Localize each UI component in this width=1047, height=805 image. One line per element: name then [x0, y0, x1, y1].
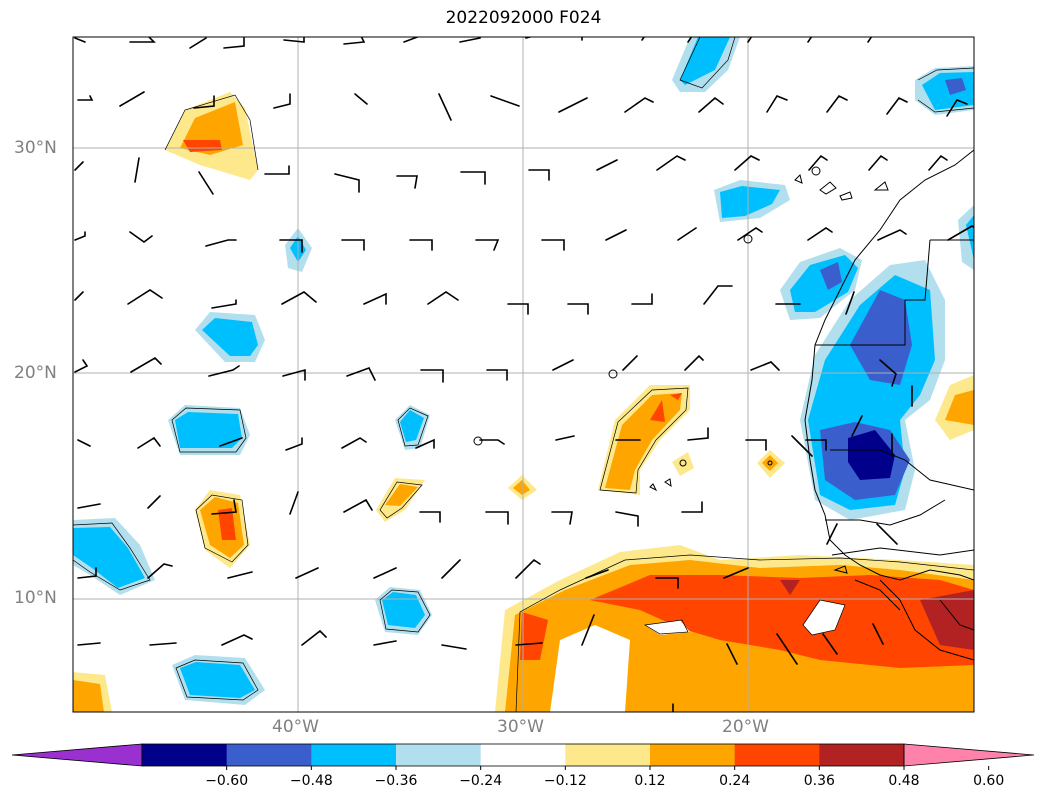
- colorbar-tick-label: −0.48: [289, 773, 333, 789]
- colorbar-tick-label: −0.24: [459, 773, 503, 789]
- colorbar-tick-label: −0.60: [205, 773, 249, 789]
- colorbar-tick-label: 0.36: [803, 773, 835, 789]
- colorbar-segment: [650, 744, 736, 766]
- field-contours: [73, 37, 974, 712]
- map-frame: [72, 36, 975, 713]
- lon-label-20w: 20°W: [722, 717, 769, 737]
- colorbar-extend-low: [11, 743, 143, 767]
- colorbar-segment: [142, 744, 228, 766]
- colorbar-tick-label: 0.48: [888, 773, 920, 789]
- lat-label-30n: 30°N: [14, 138, 57, 158]
- colorbar-segment: [565, 744, 651, 766]
- colorbar-tick-label: −0.36: [374, 773, 418, 789]
- colorbar-segment: [819, 744, 905, 766]
- colorbar-tick-label: 0.12: [634, 773, 666, 789]
- lon-label-30w: 30°W: [497, 717, 544, 737]
- colorbar-segment: [226, 744, 312, 766]
- colorbar-tick-label: 0.24: [719, 773, 751, 789]
- colorbar: [11, 743, 1035, 770]
- colorbar-frame: [141, 743, 905, 767]
- colorbar-segment: [480, 744, 566, 766]
- colorbar-tick-label: −0.12: [543, 773, 587, 789]
- colorbar-segment: [734, 744, 820, 766]
- map-title: 2022092000 F024: [445, 8, 602, 28]
- coastlines: [473, 149, 974, 661]
- lon-label-40w: 40°W: [272, 717, 319, 737]
- positive-field: [73, 92, 974, 712]
- colorbar-segment: [396, 744, 482, 766]
- colorbar-extend-high: [903, 743, 1035, 767]
- lat-label-20n: 20°N: [14, 363, 57, 383]
- wind-barbs: [74, 37, 974, 712]
- map-area: [73, 37, 974, 712]
- colorbar-tick-label: 0.60: [973, 773, 1005, 789]
- lat-label-10n: 10°N: [14, 588, 57, 608]
- colorbar-segment: [311, 744, 397, 766]
